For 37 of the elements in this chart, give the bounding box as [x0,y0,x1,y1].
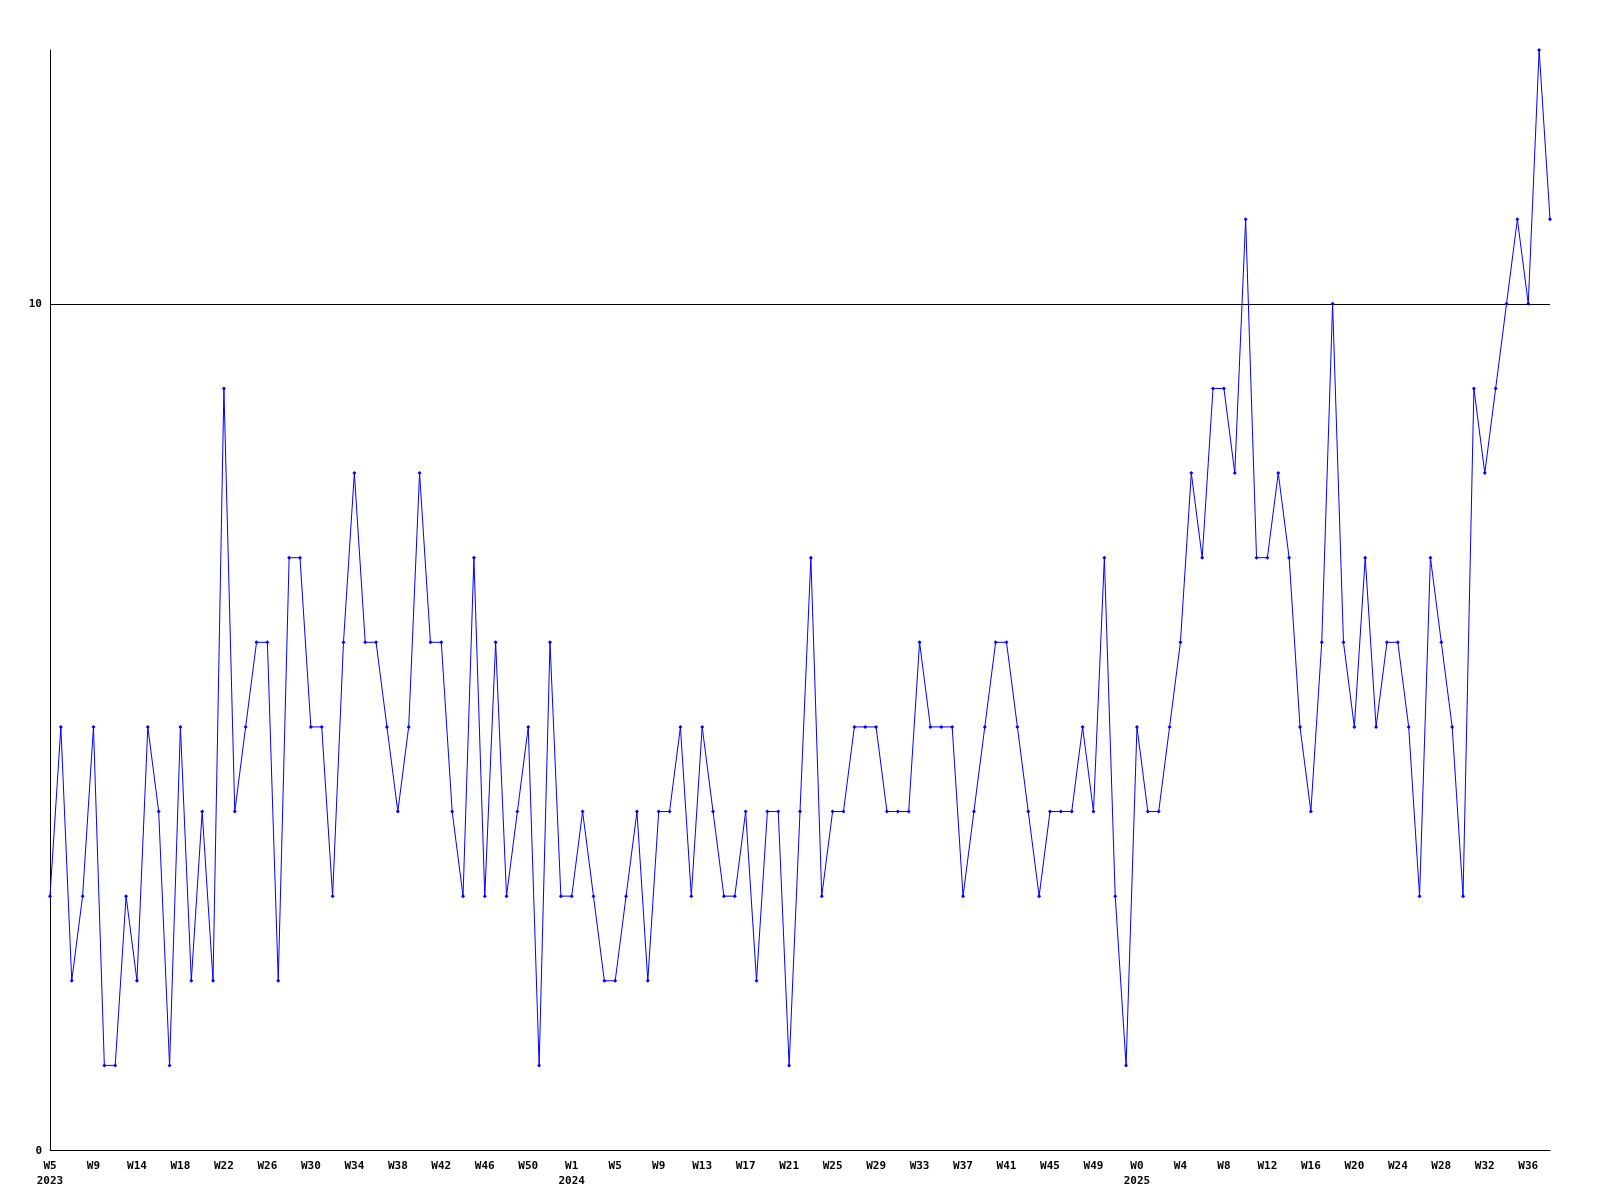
x-tick-label: W41 [996,1159,1017,1172]
y-tick-label: 10 [28,297,42,311]
x-tick-label: W49 [1083,1159,1104,1172]
x-tick-label: W1 2024 [558,1159,586,1187]
x-tick-label: W16 [1300,1159,1322,1172]
x-tick-label: W9 [86,1159,101,1172]
x-tick-label: W50 [518,1159,539,1172]
x-tick-label: W46 [474,1159,496,1172]
x-tick-label: W5 2023 [36,1159,64,1187]
x-tick-label: W13 [692,1159,713,1172]
x-tick-label: W25 [822,1159,843,1172]
x-tick-label: W5 [608,1159,622,1172]
x-tick-label: W0 2025 [1123,1159,1151,1187]
x-tick-label: W24 [1387,1159,1409,1172]
x-tick-label: W29 [866,1159,887,1172]
x-tick-label: W26 [257,1159,278,1172]
x-tick-label: W32 [1474,1159,1495,1172]
x-tick-label: W9 [652,1159,666,1172]
y-tick-label: 0 [35,1143,42,1157]
x-tick-label: W38 [387,1159,408,1172]
x-tick-label: W4 [1173,1159,1188,1172]
x-tick-label: W18 [170,1159,191,1172]
x-tick-label: W21 [779,1159,800,1172]
x-tick-label: W20 [1344,1159,1365,1172]
x-tick-label: W33 [909,1159,930,1172]
x-tick-label: W37 [953,1159,973,1172]
x-tick-label: W22 [213,1159,234,1172]
x-tick-label: W12 [1257,1159,1278,1172]
x-tick-label: W42 [431,1159,452,1172]
x-tick-label: W36 [1518,1159,1539,1172]
x-tick-label: W34 [344,1159,365,1172]
x-tick-label: W45 [1040,1159,1060,1172]
x-tick-label: W17 [735,1159,756,1172]
x-tick-label: W8 [1217,1159,1231,1172]
x-tick-label: W28 [1431,1159,1452,1172]
x-tick-label: W14 [127,1159,148,1172]
x-tick-label: W30 [300,1159,321,1172]
